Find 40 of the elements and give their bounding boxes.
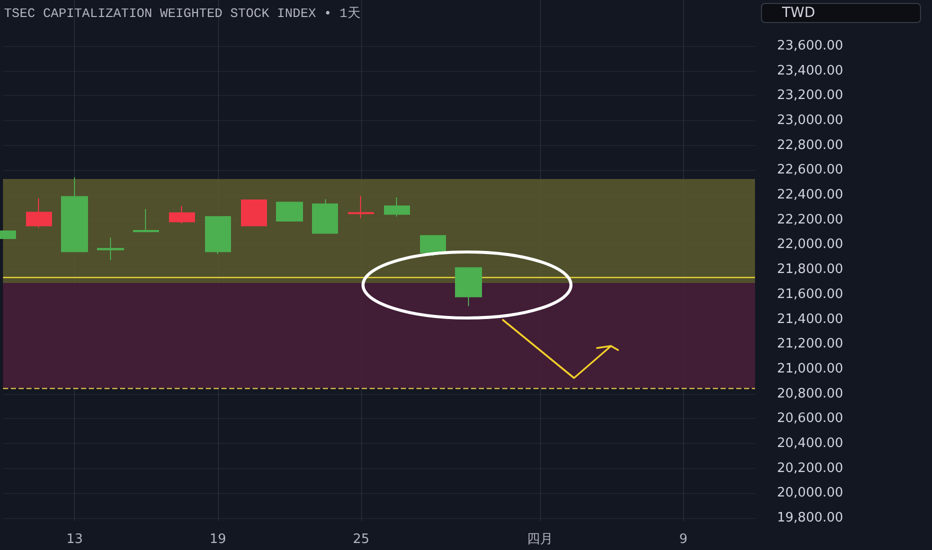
candlestick bbox=[241, 200, 267, 226]
y-tick-label: 22,400.00 bbox=[777, 188, 844, 203]
x-tick-label: 四月 bbox=[527, 532, 554, 547]
candlestick bbox=[276, 201, 303, 222]
candlestick bbox=[97, 237, 124, 261]
y-tick-label: 22,200.00 bbox=[777, 212, 844, 228]
y-tick-label: 22,000.00 bbox=[777, 237, 844, 252]
y-tick-label: 21,000.00 bbox=[777, 361, 844, 376]
candlestick bbox=[61, 176, 88, 252]
y-tick-label: 19,800.00 bbox=[777, 510, 844, 526]
y-tick-label: 20,400.00 bbox=[777, 436, 844, 451]
y-tick-label: 21,200.00 bbox=[777, 336, 844, 352]
y-tick-label: 21,600.00 bbox=[777, 286, 844, 302]
y-tick-label: 21,800.00 bbox=[777, 262, 844, 278]
y-tick-label: 23,600.00 bbox=[777, 38, 844, 54]
y-tick-label: 22,800.00 bbox=[777, 138, 844, 153]
candlestick bbox=[133, 208, 159, 233]
y-tick-label: 20,200.00 bbox=[777, 460, 844, 476]
y-tick-label: 23,000.00 bbox=[777, 113, 844, 128]
candlestick bbox=[26, 198, 52, 228]
candlestick bbox=[348, 196, 374, 219]
y-tick-label: 21,400.00 bbox=[777, 312, 844, 327]
candlestick bbox=[205, 216, 231, 255]
candlestick bbox=[384, 196, 410, 218]
candlestick bbox=[312, 198, 338, 234]
y-tick-label: 23,400.00 bbox=[777, 63, 844, 78]
x-tick-label: 19 bbox=[210, 532, 226, 547]
x-tick-label: 13 bbox=[66, 532, 83, 547]
y-tick-label: 23,200.00 bbox=[777, 88, 844, 104]
candlestick bbox=[420, 235, 446, 257]
y-tick-label: 20,600.00 bbox=[777, 411, 844, 426]
x-tick-label: 25 bbox=[352, 532, 370, 547]
y-axis-title: TWD bbox=[761, 3, 921, 23]
candlestick bbox=[455, 267, 482, 307]
x-tick-label: 9 bbox=[679, 532, 688, 547]
text: TSEC CAPITALIZATION WEIGHTED STOCK INDEX • 1天 bbox=[4, 5, 360, 22]
y-tick-label: 22,600.00 bbox=[777, 162, 844, 178]
candlestick bbox=[169, 205, 195, 224]
y-tick-label: 20,800.00 bbox=[777, 386, 844, 402]
y-tick-label: 20,000.00 bbox=[777, 486, 844, 501]
